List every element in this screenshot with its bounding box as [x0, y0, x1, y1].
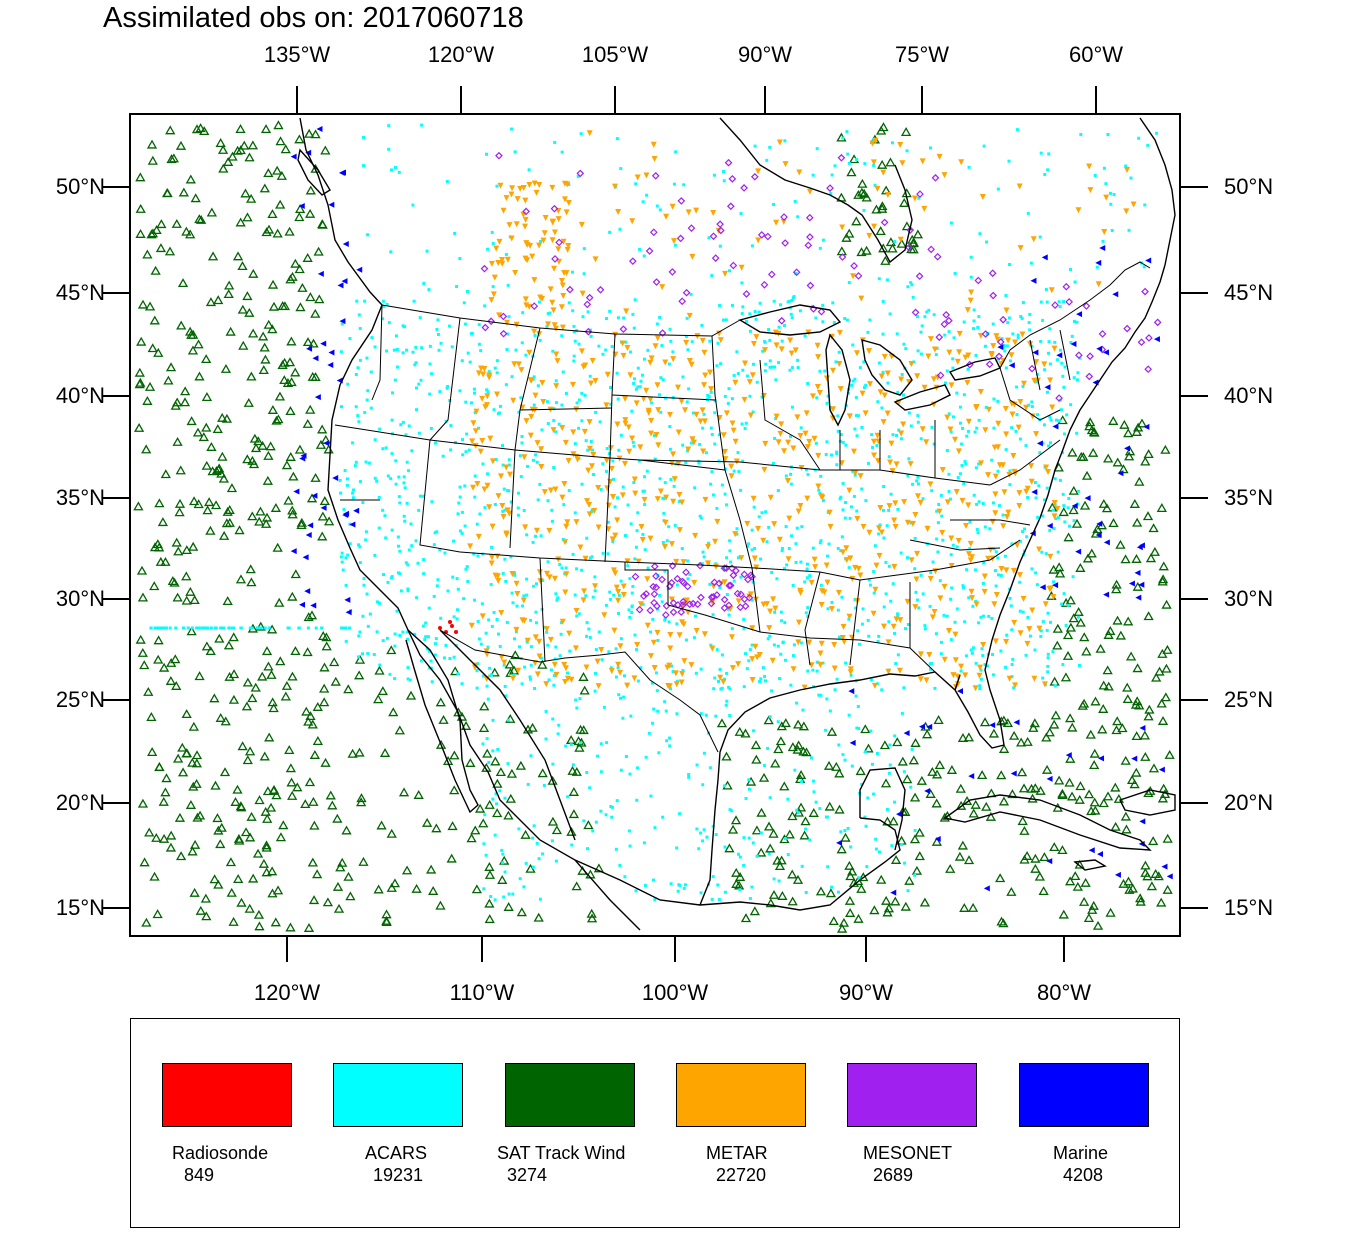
bottom-lon-label: 80°W: [1036, 980, 1092, 1005]
political-borders: [334, 261, 1151, 753]
legend-item-sat-track-wind: SAT Track Wind 3274: [497, 1063, 635, 1185]
legend-item-acars: ACARS 19231: [333, 1063, 463, 1185]
bottom-lon-label: 110°W: [449, 980, 515, 1005]
legend-item-radiosonde: Radiosonde 849: [162, 1063, 292, 1185]
top-lon-label: 120°W: [427, 42, 495, 67]
right-lat-label: 35°N: [1224, 485, 1274, 510]
bottom-lon-label: 90°W: [838, 980, 894, 1005]
right-lat-label: 40°N: [1224, 383, 1274, 408]
axis-ticks: [102, 86, 1208, 962]
top-lon-label: 105°W: [581, 42, 649, 67]
legend-label: METAR: [706, 1143, 768, 1163]
left-lat-label: 45°N: [55, 280, 105, 305]
legend-label: SAT Track Wind: [497, 1143, 626, 1163]
legend-item-marine: Marine 4208: [1019, 1063, 1149, 1185]
legend-swatch: [333, 1063, 463, 1127]
legend-label: MESONET: [863, 1143, 953, 1163]
bottom-lon-label: 120°W: [253, 980, 321, 1005]
right-lat-label: 45°N: [1224, 280, 1274, 305]
legend-swatch: [1019, 1063, 1149, 1127]
legend-count: 4208: [1063, 1165, 1104, 1185]
top-lon-label: 60°W: [1068, 42, 1124, 67]
legend-label: ACARS: [365, 1143, 428, 1163]
legend-swatch: [505, 1063, 635, 1127]
legend-label: Radiosonde: [172, 1143, 269, 1163]
top-lon-label: 90°W: [737, 42, 793, 67]
left-lat-label: 25°N: [55, 687, 105, 712]
legend-swatch: [847, 1063, 977, 1127]
map-frame: [129, 113, 1181, 937]
legend-count: 19231: [373, 1165, 424, 1185]
bottom-lon-label: 100°W: [641, 980, 709, 1005]
right-lat-label: 30°N: [1224, 586, 1274, 611]
left-lat-label: 30°N: [55, 586, 105, 611]
legend-swatch: [162, 1063, 292, 1127]
legend-count: 2689: [873, 1165, 914, 1185]
legend-item-mesonet: MESONET 2689: [847, 1063, 977, 1185]
legend-count: 3274: [507, 1165, 548, 1185]
top-lon-label: 135°W: [263, 42, 331, 67]
map-panel: [102, 86, 1208, 962]
legend-swatch: [676, 1063, 806, 1127]
left-lat-label: 40°N: [55, 383, 105, 408]
map-title: Assimilated obs on: 2017060718: [103, 2, 524, 34]
legend-item-metar: METAR 22720: [676, 1063, 806, 1185]
right-lat-label: 50°N: [1224, 174, 1274, 199]
legend-count: 22720: [716, 1165, 767, 1185]
left-lat-label: 35°N: [55, 485, 105, 510]
coastlines: [297, 117, 1176, 931]
observations-layer: [133, 120, 1175, 933]
legend: Radiosonde 849 ACARS 19231 SAT Track Win…: [130, 1018, 1180, 1228]
left-lat-label: 50°N: [55, 174, 105, 199]
top-lon-label: 75°W: [894, 42, 950, 67]
right-lat-label: 15°N: [1224, 895, 1274, 920]
left-lat-label: 20°N: [55, 790, 105, 815]
legend-label: Marine: [1053, 1143, 1109, 1163]
right-lat-label: 25°N: [1224, 687, 1274, 712]
right-lat-label: 20°N: [1224, 790, 1274, 815]
left-lat-label: 15°N: [55, 895, 105, 920]
legend-count: 849: [184, 1165, 215, 1185]
